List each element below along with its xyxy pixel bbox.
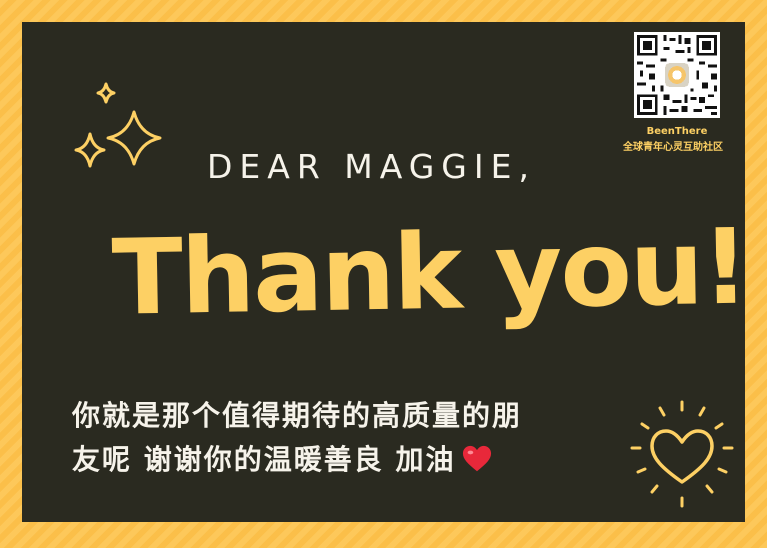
thank-you-card: DEAR MAGGIE, Thank you! 你就是那个值得期待的高质量的朋 … — [22, 22, 749, 522]
message-line-2-text: 友呢 谢谢你的温暖善良 加油 — [72, 443, 456, 476]
brand-tagline: 全球青年心灵互助社区 — [623, 142, 723, 153]
heart-emoji-icon — [462, 445, 491, 472]
greeting: DEAR MAGGIE, — [207, 147, 536, 186]
message-line-2: 友呢 谢谢你的温暖善良 加油 — [72, 438, 612, 482]
heart-icon — [630, 400, 734, 508]
message-line-1: 你就是那个值得期待的高质量的朋 — [72, 399, 523, 432]
headline: Thank you! — [110, 205, 749, 339]
brand-name: BeenThere — [646, 126, 708, 137]
qr-code — [634, 32, 720, 118]
message: 你就是那个值得期待的高质量的朋 友呢 谢谢你的温暖善良 加油 — [72, 394, 612, 482]
sparkle-icon — [74, 82, 162, 168]
qr-badge: BeenThere 全球青年心灵互助社区 — [623, 32, 732, 153]
